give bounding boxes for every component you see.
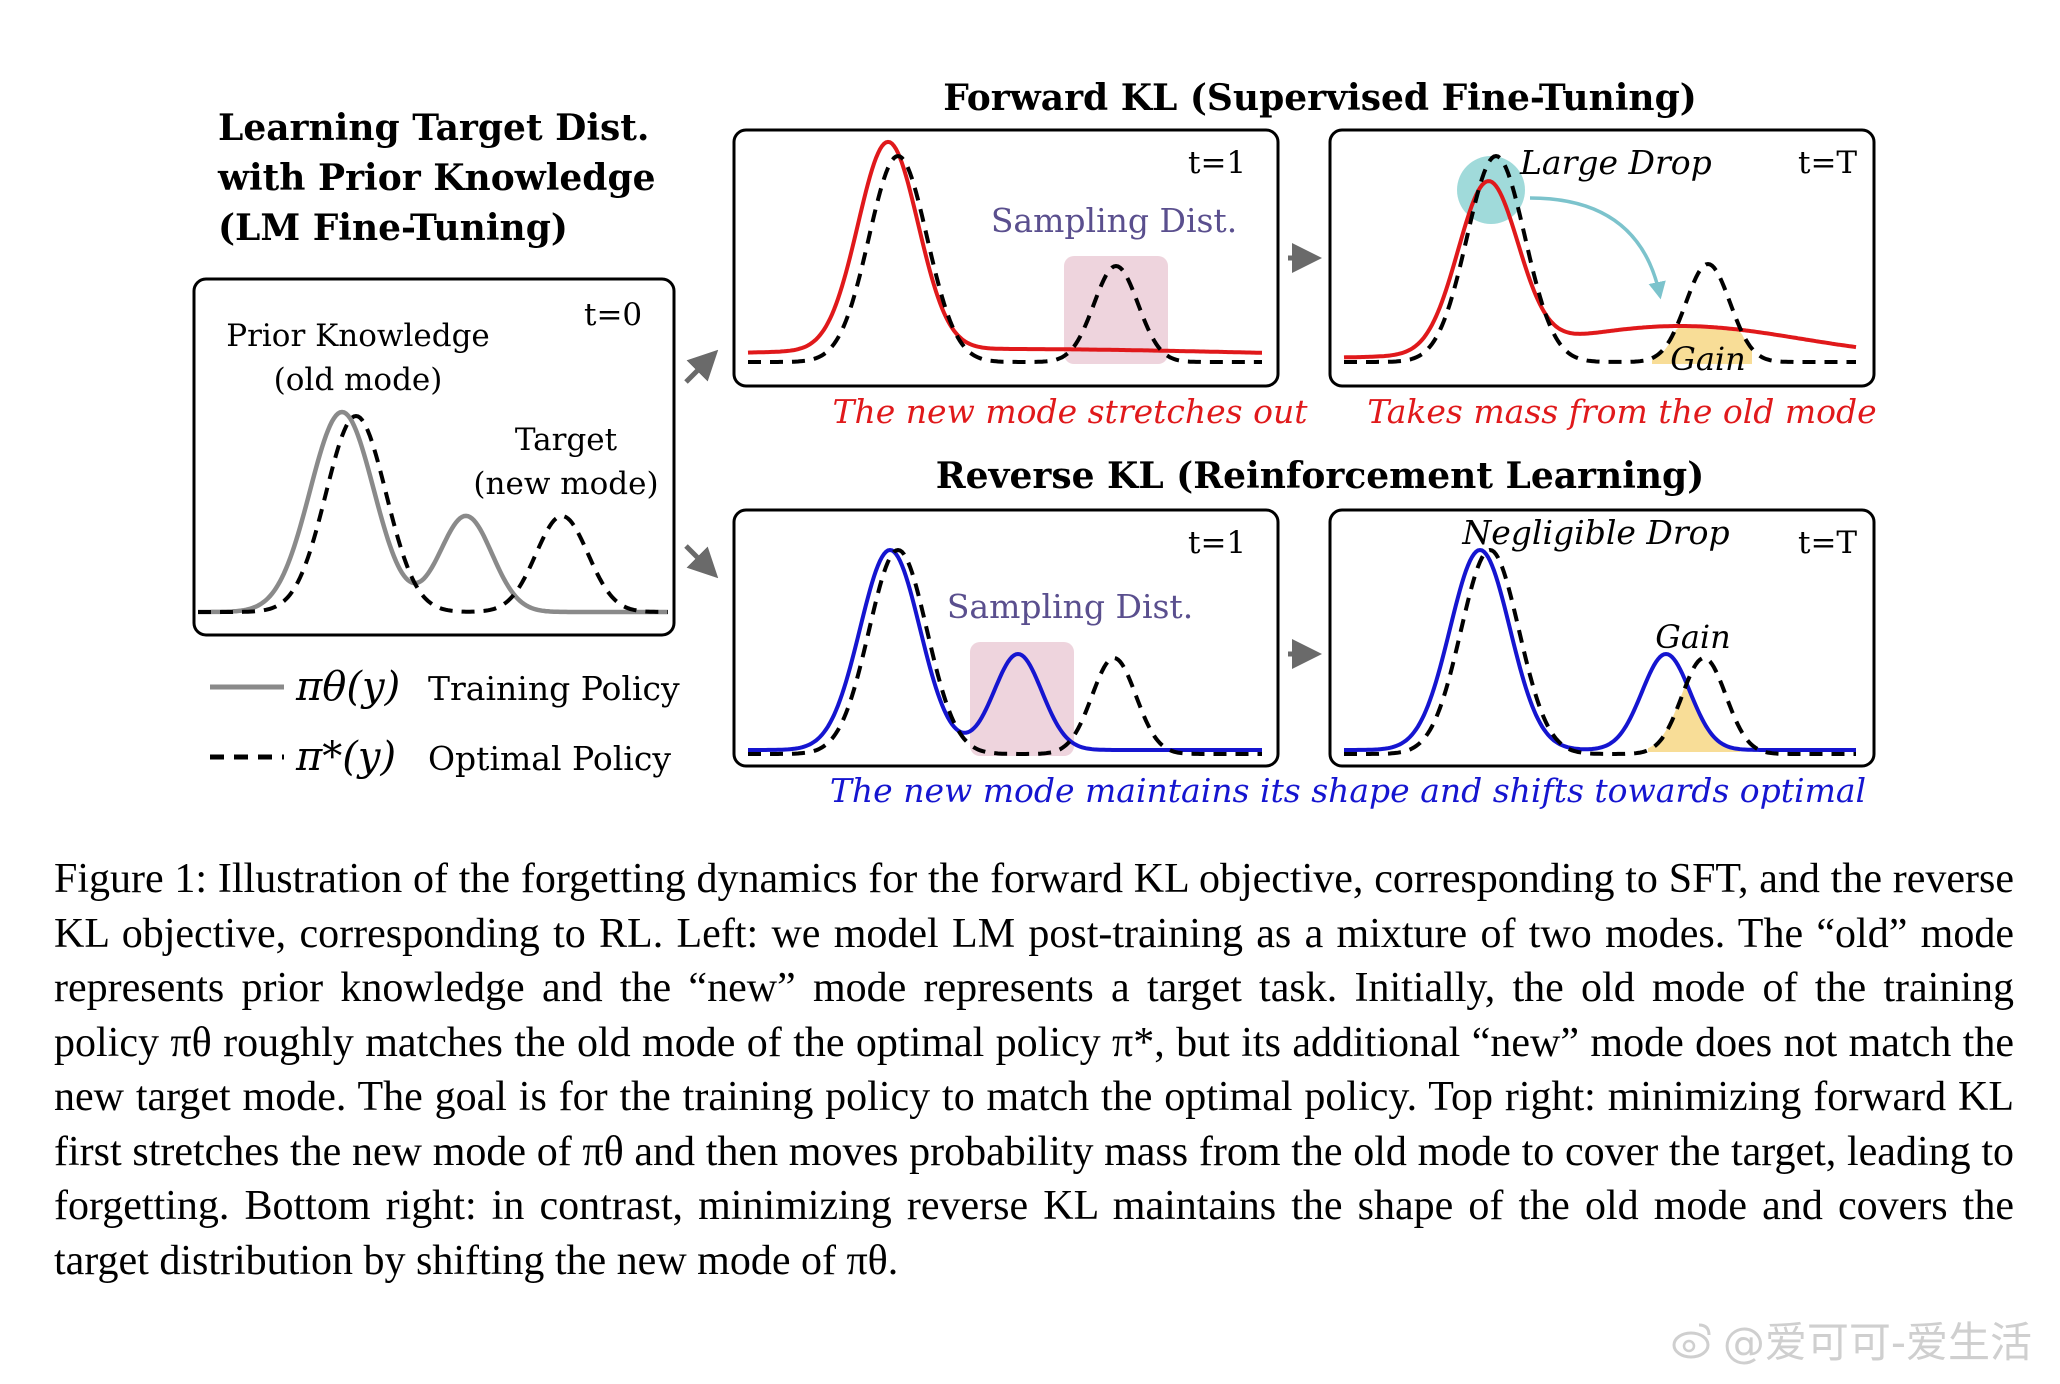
watermark: @爱可可-爱生活 [1669,1309,2032,1370]
forward-title: Forward KL (Supervised Fine-Tuning) [943,77,1697,119]
reverse-t1-training-curve [748,547,1262,752]
reverse-tT-box [1328,508,1876,768]
left-heading-line-3: (LM Fine-Tuning) [218,207,568,249]
old-mode-label: (old mode) [274,362,443,398]
reverse-tT-training-curve [1344,547,1856,752]
left-heading: Learning Target Dist. with Prior Knowled… [217,107,656,249]
forward-t1-label: t=1 [1188,145,1246,181]
watermark-text: @爱可可-爱生活 [1722,1318,2032,1367]
prior-knowledge-label: Prior Knowledge [226,318,490,354]
forward-tT-optimal-curve [1344,153,1856,364]
legend-optimal-symbol: π*(y) [295,734,396,780]
left-time-label: t=0 [584,297,642,333]
forward-sampling-label: Sampling Dist. [991,201,1237,240]
arrow-to-forward [684,349,719,384]
reverse-t1-box [732,508,1280,768]
negligible-drop-label: Negligible Drop [1461,513,1729,552]
weibo-logo-icon [1672,1323,1711,1358]
legend-optimal-label: Optimal Policy [428,739,671,778]
reverse-tT-label: t=T [1798,525,1857,561]
mass-transfer-arrow [1529,196,1666,300]
legend-training-label: Training Policy [428,669,680,708]
new-mode-label: (new mode) [473,466,658,502]
reverse-sampling-region [970,642,1074,756]
forward-gain-label: Gain [1670,340,1745,378]
forward-t1-optimal-curve [748,153,1262,364]
arrow-to-reverse [684,544,719,579]
reverse-gain-region [1648,684,1740,752]
legend-training-symbol: πθ(y) [295,664,400,710]
figure-illustration: Learning Target Dist. with Prior Knowled… [192,77,1877,810]
target-label: Target [515,422,618,458]
forward-right-caption: Takes mass from the old mode [1367,392,1876,431]
forward-tT-label: t=T [1798,145,1857,181]
reverse-title: Reverse KL (Reinforcement Learning) [936,455,1705,497]
caption-figure-label: Figure 1: [54,856,208,902]
caption-text: Illustration of the forgetting dynamics … [54,856,2014,1284]
forward-t1-training-curve [747,139,1262,355]
left-heading-line-2: with Prior Knowledge [217,157,656,199]
reverse-sampling-label: Sampling Dist. [947,587,1193,626]
reverse-tT-optimal-curve [1344,547,1856,756]
left-optimal-curve [198,413,668,614]
reverse-gain-label: Gain [1655,618,1730,656]
forward-tT-training-curve [1343,179,1857,360]
left-panel-box [192,277,676,637]
forward-tT-box [1328,128,1876,388]
reverse-t1-label: t=1 [1188,525,1246,561]
figure-caption: Figure 1: Illustration of the forgetting… [54,852,2014,1288]
forward-gain-region [1652,328,1752,364]
left-heading-line-1: Learning Target Dist. [218,107,649,149]
left-training-curve [198,409,668,615]
reverse-caption: The new mode maintains its shape and shi… [830,771,1866,810]
forward-sampling-region [1064,256,1168,364]
forward-left-caption: The new mode stretches out [833,392,1309,431]
forward-t1-box [732,128,1280,388]
large-drop-label: Large Drop [1519,143,1712,182]
reverse-t1-optimal-curve [748,547,1262,756]
